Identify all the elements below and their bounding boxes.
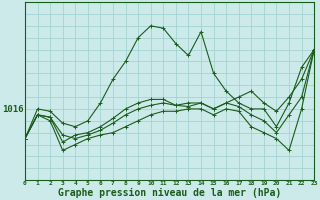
X-axis label: Graphe pression niveau de la mer (hPa): Graphe pression niveau de la mer (hPa) bbox=[58, 188, 281, 198]
